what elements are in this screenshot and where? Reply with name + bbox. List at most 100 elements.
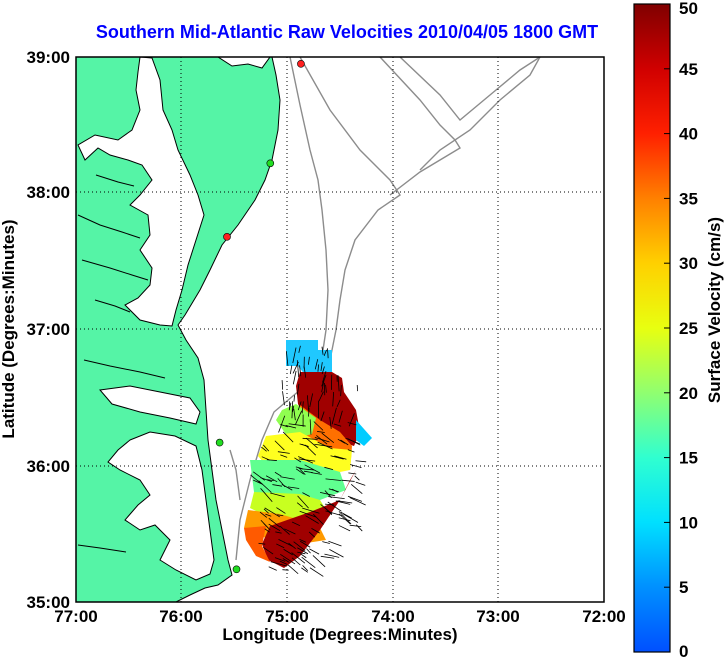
velocity-vector	[324, 503, 334, 506]
velocity-vector	[292, 347, 297, 364]
velocity-vector	[264, 528, 270, 533]
x-tick: 76:00	[159, 607, 202, 626]
velocity-vector	[320, 555, 335, 559]
x-axis-label: Longitude (Degrees:Minutes)	[222, 625, 457, 644]
plot-frame	[75, 56, 605, 603]
velocity-vector	[275, 531, 282, 534]
velocity-vector	[335, 500, 351, 505]
velocity-field	[244, 340, 372, 568]
velocity-vector	[309, 567, 324, 577]
map-area	[76, 57, 604, 602]
velocity-vector	[279, 560, 288, 565]
velocity-vector	[288, 542, 296, 550]
colorbar-tick-label: 0	[679, 642, 688, 659]
velocity-vector	[296, 383, 300, 395]
velocity-vector	[309, 419, 312, 435]
velocity-vector	[289, 365, 293, 375]
radar-station-marker	[297, 60, 305, 68]
velocity-vector	[280, 454, 288, 458]
velocity-vector	[321, 432, 335, 443]
velocity-vector	[287, 486, 300, 489]
velocity-vector	[338, 525, 351, 532]
velocity-vector	[299, 540, 311, 548]
velocity-vector	[277, 478, 286, 488]
map-title: Southern Mid-Atlantic Raw Velocities 201…	[95, 22, 599, 42]
velocity-vector	[302, 437, 318, 440]
x-tick: 73:00	[476, 607, 519, 626]
velocity-vector	[265, 513, 272, 517]
velocity-vector	[323, 349, 327, 357]
velocity-vector	[297, 551, 306, 555]
velocity-vector	[322, 371, 327, 383]
velocity-vector	[321, 346, 324, 355]
velocity-vector	[291, 552, 306, 564]
velocity-vector	[301, 401, 304, 414]
velocity-vector	[349, 524, 362, 528]
velocity-vector	[355, 460, 367, 463]
velocity-vector	[268, 566, 277, 571]
velocity-vector	[292, 405, 295, 412]
colorbar-tick-label: 40	[679, 125, 698, 144]
velocity-vector	[282, 569, 289, 571]
velocity-vector	[338, 511, 352, 525]
velocity-vector	[258, 542, 266, 545]
velocity-vector	[282, 431, 294, 443]
velocity-vector	[250, 474, 262, 484]
velocity-vector	[285, 351, 289, 367]
colorbar-tick-label: 30	[679, 254, 698, 273]
velocity-vector	[300, 553, 307, 559]
colorbar-tick-label: 15	[679, 449, 698, 468]
velocity-vector	[253, 479, 264, 485]
y-tick: 36:00	[27, 457, 70, 476]
velocity-vector	[304, 464, 321, 474]
velocity-vector	[278, 415, 286, 433]
velocity-vector	[312, 555, 326, 568]
velocity-vector	[260, 477, 273, 482]
velocity-vector	[324, 553, 340, 558]
x-tick: 72:00	[582, 607, 625, 626]
velocity-vector	[301, 567, 309, 573]
velocity-vector	[303, 365, 307, 378]
velocity-vector	[340, 385, 342, 397]
velocity-vector	[355, 481, 366, 486]
velocity-vector	[288, 402, 292, 411]
radar-station-marker	[266, 159, 275, 168]
velocity-vector	[282, 391, 285, 406]
velocity-vector	[297, 495, 309, 509]
velocity-vector	[285, 425, 297, 429]
velocity-vector	[327, 501, 342, 512]
velocity-vector	[316, 435, 328, 445]
velocity-vector	[317, 364, 320, 372]
velocity-vector	[293, 408, 296, 421]
velocity-vector	[282, 558, 290, 563]
velocity-vector	[298, 468, 315, 471]
velocity-vector	[260, 488, 273, 502]
velocity-vector	[295, 466, 304, 470]
x-tick: 77:00	[54, 607, 97, 626]
velocity-vector	[261, 446, 267, 452]
velocity-vector	[345, 437, 360, 445]
chesapeake-bay	[77, 57, 205, 327]
velocity-vector	[263, 546, 274, 555]
velocity-vector	[349, 464, 362, 469]
velocity-vector	[311, 528, 320, 534]
velocity-vector	[295, 468, 305, 475]
colorbar-tick-label: 45	[679, 60, 698, 79]
velocity-vector	[291, 401, 294, 419]
velocity-vector	[277, 514, 284, 517]
velocity-vector	[294, 457, 302, 463]
pamlico-sound	[107, 431, 215, 581]
velocity-vector	[305, 437, 318, 449]
velocity-vector	[325, 478, 341, 481]
velocity-vector	[306, 548, 311, 554]
velocity-vector	[264, 507, 281, 518]
velocity-vector	[309, 548, 320, 555]
velocity-vector	[318, 391, 324, 402]
velocity-vector	[307, 356, 310, 365]
velocity-vector	[258, 480, 272, 493]
velocity-vector	[321, 374, 327, 387]
velocity-vector	[278, 539, 293, 547]
velocity-vector	[283, 548, 293, 556]
velocity-vector	[322, 541, 330, 544]
